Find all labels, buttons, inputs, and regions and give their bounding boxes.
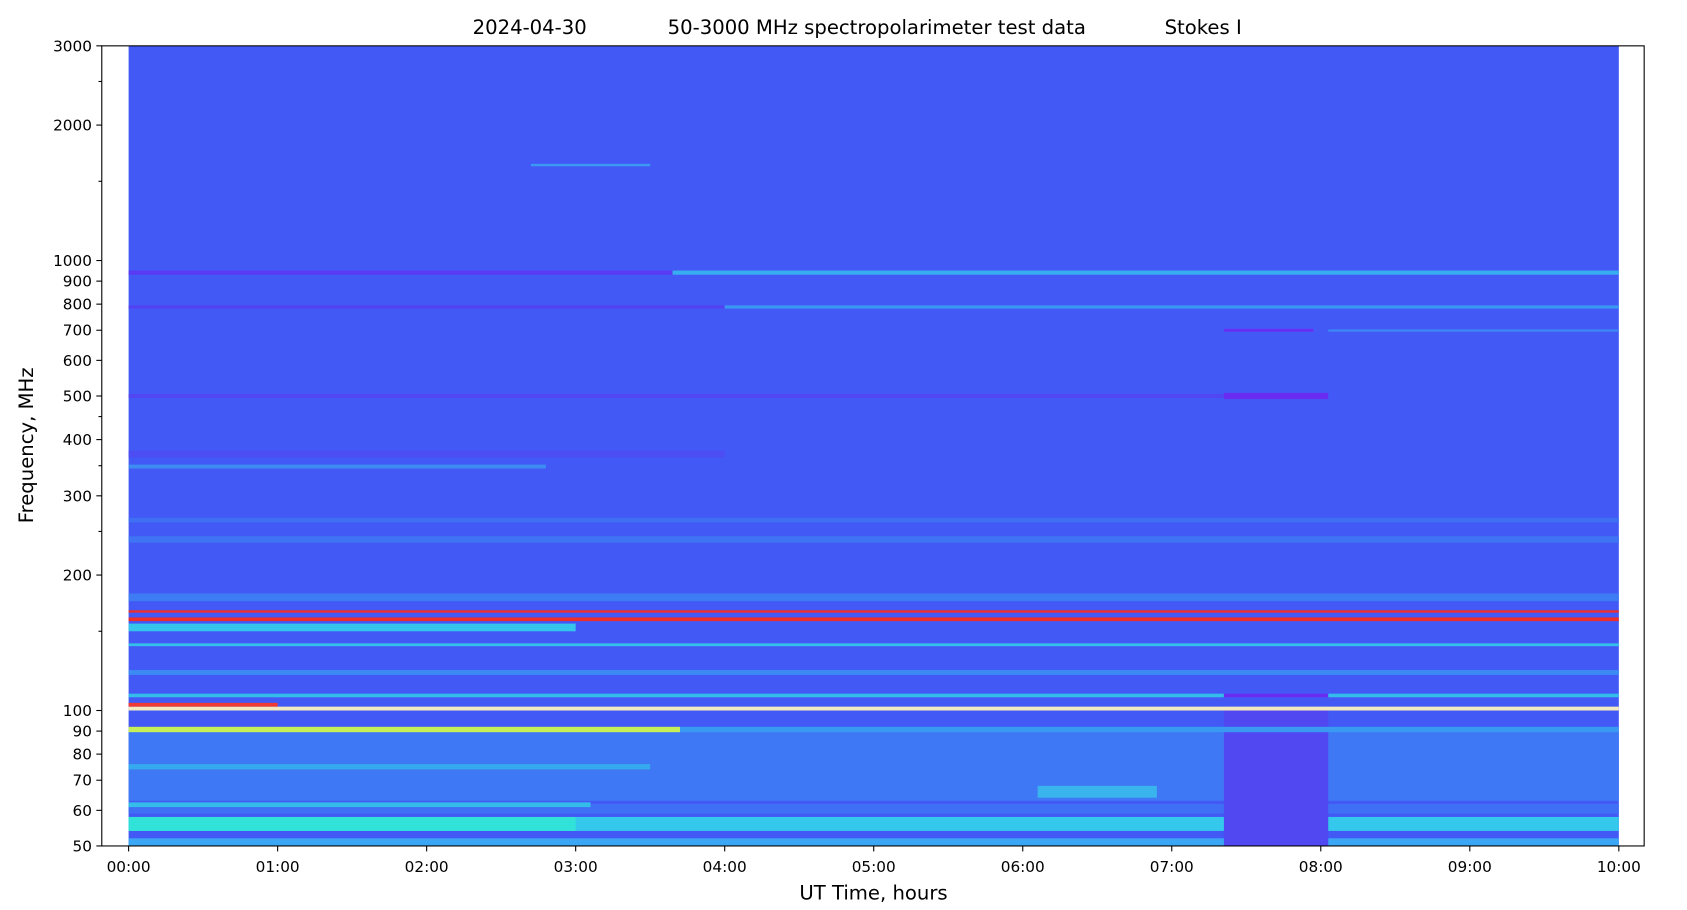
y-tick-label: 90 bbox=[73, 723, 92, 741]
spectral-band bbox=[679, 726, 1619, 733]
spectral-band bbox=[530, 163, 651, 167]
spectral-band bbox=[128, 517, 1619, 523]
spectral-band bbox=[672, 270, 1619, 275]
spectral-band bbox=[1328, 329, 1619, 332]
y-tick-label: 2000 bbox=[53, 117, 92, 135]
spectral-band bbox=[128, 670, 1619, 675]
spectral-band bbox=[128, 623, 576, 632]
x-tick-label: 03:00 bbox=[554, 858, 598, 876]
spectral-band bbox=[1223, 328, 1314, 332]
spectral-band bbox=[128, 270, 673, 275]
y-tick-label: 3000 bbox=[53, 37, 92, 55]
spectral-band bbox=[128, 803, 1619, 814]
spectral-band bbox=[128, 693, 1224, 698]
spectral-band bbox=[128, 802, 591, 808]
title-main: 50-3000 MHz spectropolarimeter test data bbox=[668, 16, 1086, 39]
spectral-band bbox=[128, 706, 1619, 711]
x-tick-label: 08:00 bbox=[1299, 858, 1343, 876]
x-tick-label: 09:00 bbox=[1448, 858, 1492, 876]
spectral-band bbox=[1223, 392, 1329, 400]
y-tick-label: 900 bbox=[63, 273, 92, 291]
y-tick-label: 300 bbox=[63, 487, 92, 505]
plot-area bbox=[128, 45, 1619, 846]
y-tick-label: 50 bbox=[73, 837, 92, 855]
x-tick-label: 01:00 bbox=[256, 858, 300, 876]
y-tick-label: 80 bbox=[73, 746, 92, 764]
y-tick-label: 200 bbox=[63, 567, 92, 585]
axes-frame bbox=[101, 45, 1645, 847]
y-tick-label: 400 bbox=[63, 431, 92, 449]
x-tick-label: 07:00 bbox=[1150, 858, 1194, 876]
x-tick-label: 00:00 bbox=[107, 858, 151, 876]
spectral-band bbox=[128, 464, 546, 469]
y-tick-label: 700 bbox=[63, 322, 92, 340]
y-tick-label: 60 bbox=[73, 802, 92, 820]
spectral-band bbox=[1037, 785, 1157, 798]
spectral-band bbox=[724, 305, 1619, 309]
spectral-band bbox=[1223, 710, 1329, 846]
title-date: 2024-04-30 bbox=[473, 16, 587, 39]
spectral-band bbox=[128, 643, 1619, 647]
spectral-band bbox=[128, 305, 725, 309]
y-tick-label: 70 bbox=[73, 772, 92, 790]
spectral-band bbox=[128, 838, 1619, 846]
x-tick-label: 02:00 bbox=[405, 858, 449, 876]
y-tick-label: 1000 bbox=[53, 252, 92, 270]
x-tick-label: 04:00 bbox=[703, 858, 747, 876]
spectral-band bbox=[128, 610, 1619, 613]
y-tick-label: 500 bbox=[63, 387, 92, 405]
y-axis-label: Frequency, MHz bbox=[15, 367, 38, 523]
spectral-band bbox=[128, 593, 1619, 602]
spectral-band bbox=[1328, 693, 1619, 698]
spectrogram-background bbox=[128, 45, 1619, 846]
x-axis-label: UT Time, hours bbox=[799, 881, 947, 904]
spectral-band bbox=[128, 816, 576, 831]
y-tick-label: 100 bbox=[63, 702, 92, 720]
x-tick-label: 10:00 bbox=[1597, 858, 1641, 876]
spectral-band bbox=[128, 702, 278, 707]
y-tick-label: 800 bbox=[63, 296, 92, 314]
x-tick-label: 05:00 bbox=[852, 858, 896, 876]
spectral-band bbox=[1223, 693, 1329, 698]
y-tick-label: 600 bbox=[63, 352, 92, 370]
spectral-band bbox=[128, 450, 725, 458]
x-tick-label: 06:00 bbox=[1001, 858, 1045, 876]
spectral-band bbox=[128, 617, 1619, 622]
spectral-band bbox=[128, 394, 1224, 398]
spectral-band bbox=[128, 536, 1619, 543]
spectral-band bbox=[128, 726, 680, 733]
spectral-band bbox=[128, 764, 651, 770]
title-stokes: Stokes I bbox=[1165, 16, 1242, 39]
